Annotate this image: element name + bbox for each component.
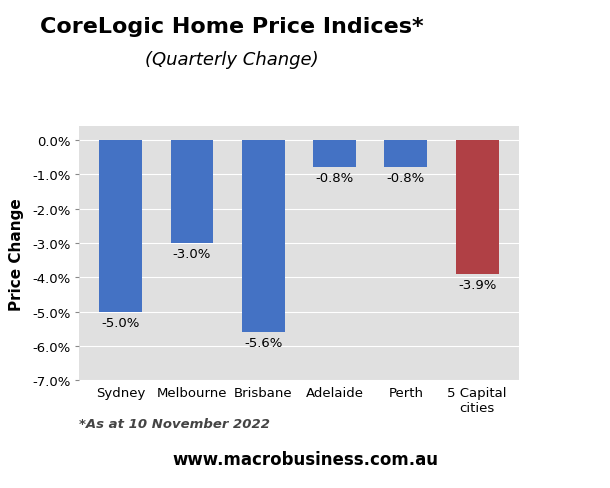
Text: (Quarterly Change): (Quarterly Change)	[145, 51, 318, 69]
Bar	[456, 141, 498, 274]
Text: -3.9%: -3.9%	[458, 279, 497, 291]
Text: CoreLogic Home Price Indices*: CoreLogic Home Price Indices*	[40, 17, 423, 37]
Text: -3.0%: -3.0%	[173, 247, 211, 261]
Text: -0.8%: -0.8%	[387, 172, 425, 185]
Text: *As at 10 November 2022: *As at 10 November 2022	[79, 417, 270, 430]
Text: -5.6%: -5.6%	[244, 337, 282, 350]
Bar	[384, 141, 427, 168]
Bar	[171, 141, 213, 244]
Bar	[242, 141, 285, 333]
Y-axis label: Price Change: Price Change	[9, 198, 24, 310]
Bar	[313, 141, 356, 168]
Text: www.macrobusiness.com.au: www.macrobusiness.com.au	[172, 450, 438, 468]
Text: -5.0%: -5.0%	[101, 316, 140, 329]
Text: BUSINESS: BUSINESS	[454, 65, 586, 89]
Bar	[99, 141, 142, 312]
Text: -0.8%: -0.8%	[315, 172, 354, 185]
Text: MACRO: MACRO	[465, 26, 575, 52]
